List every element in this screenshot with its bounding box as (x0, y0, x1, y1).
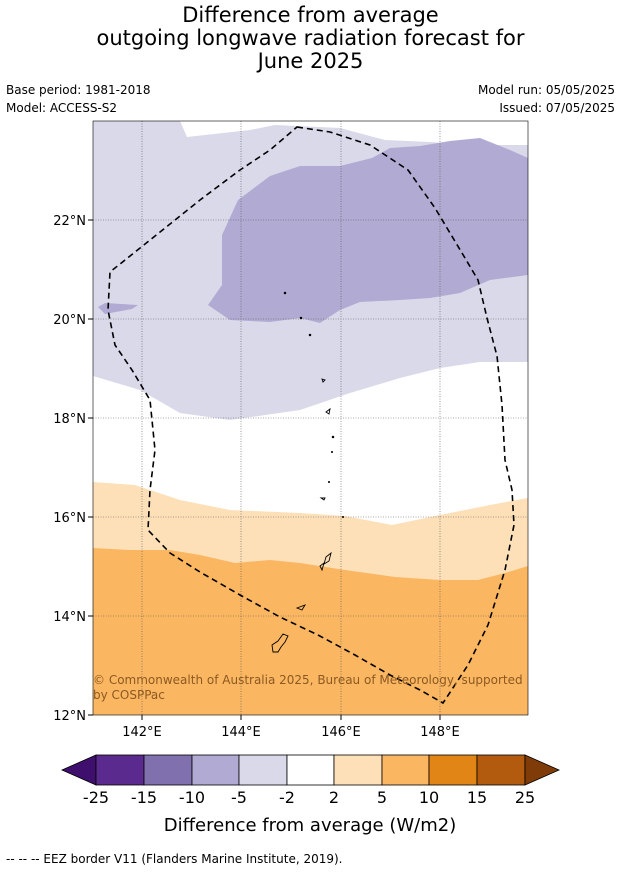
colorbar-segment-6 (333, 754, 383, 786)
map-title: Difference from average outgoing longwav… (0, 4, 621, 73)
colorbar-tick-label: -5 (231, 788, 247, 807)
colorbar-segment-8 (428, 754, 478, 786)
colorbar-tick-label: 5 (377, 788, 387, 807)
island-sarigan (327, 480, 331, 484)
island-guguan (330, 450, 334, 454)
colorbar-tick-label: 25 (515, 788, 535, 807)
colorbar-segment-5 (286, 754, 335, 786)
colorbar-tick-label: -25 (83, 788, 109, 807)
issued-text: Issued: 07/05/2025 (499, 101, 615, 115)
colorbar-tick-label: -15 (131, 788, 157, 807)
model-text: Model: ACCESS-S2 (6, 101, 118, 115)
title-line-3: June 2025 (257, 49, 364, 73)
title-line-2: outgoing longwave radiation forecast for (96, 26, 525, 50)
colorbar (61, 754, 560, 786)
copyright-line-2: by COSPPac (93, 688, 165, 702)
island-rota (295, 604, 307, 611)
colorbar-tick-label: 10 (419, 788, 439, 807)
lon-label-144: 144°E (221, 725, 261, 740)
lat-label-18: 18°N (53, 412, 86, 427)
lat-label-22: 22°N (53, 214, 86, 229)
eez-border (107, 126, 515, 705)
island-alamagan (331, 435, 335, 439)
mid-purple-band (208, 138, 528, 323)
island-agrihan (321, 378, 326, 383)
copyright-notice: © Commonwealth of Australia 2025, Bureau… (93, 673, 523, 702)
island-asuncion (308, 333, 312, 337)
meta-right: Model run: 05/05/2025 Issued: 07/05/2025 (478, 81, 615, 117)
model-run-text: Model run: 05/05/2025 (477, 83, 615, 97)
eez-legend-note: -- -- -- EEZ border V11 (Flanders Marine… (6, 852, 343, 866)
lon-label-146: 146°E (321, 725, 361, 740)
lat-label-12: 12°N (53, 709, 86, 724)
lon-ticks (141, 715, 441, 720)
colorbar-tick-label: 15 (467, 788, 487, 807)
colorbar-segment-9 (476, 754, 526, 786)
colorbar-segment-4 (238, 754, 288, 786)
island-maug (299, 316, 303, 320)
island-saipan (323, 551, 332, 565)
colorbar-segment-3 (191, 754, 240, 786)
island-anatahan (319, 497, 326, 501)
lat-labels: 22°N 20°N 18°N 16°N 14°N 12°N (53, 214, 86, 724)
island-farallon-medinilla (341, 515, 345, 519)
lon-label-148: 148°E (420, 725, 460, 740)
island-tinian (319, 561, 325, 572)
colorbar-tick-label: 2 (329, 788, 339, 807)
title-line-1: Difference from average (182, 3, 439, 27)
colorbar-max-extension (524, 754, 560, 786)
gridlines (93, 121, 528, 715)
lon-label-142: 142°E (122, 725, 162, 740)
lat-label-16: 16°N (53, 511, 86, 526)
lon-labels: 142°E 144°E 146°E 148°E (122, 725, 460, 740)
lat-label-20: 20°N (53, 313, 86, 328)
colorbar-tick-label: -10 (179, 788, 205, 807)
island-guam (271, 633, 289, 653)
copyright-line-1: © Commonwealth of Australia 2025, Bureau… (93, 673, 523, 687)
meta-left: Base period: 1981-2018 Model: ACCESS-S2 (6, 81, 151, 117)
colorbar-segment-7 (381, 754, 430, 786)
colorbar-tick-label: -2 (279, 788, 295, 807)
lat-ticks (88, 219, 93, 716)
island-pagan (325, 407, 331, 415)
base-period-text: Base period: 1981-2018 (6, 83, 151, 97)
colorbar-label: Difference from average (W/m2) (164, 815, 456, 836)
colorbar-segment-2 (143, 754, 193, 786)
lat-label-14: 14°N (53, 610, 86, 625)
colorbar-min-extension (61, 754, 97, 786)
islands (271, 291, 345, 653)
colorbar-ticks: -25 -15 -10 -5 -2 2 5 10 15 25 (83, 788, 535, 807)
colorbar-segment-1 (95, 754, 145, 786)
island-farallon (283, 291, 287, 295)
